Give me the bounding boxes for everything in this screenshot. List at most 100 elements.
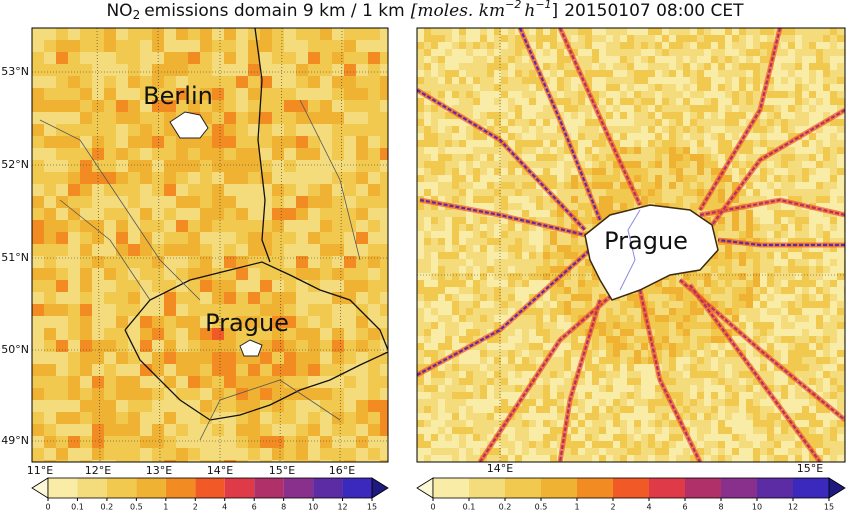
grid-cell	[676, 434, 683, 441]
grid-cell	[212, 28, 224, 40]
grid-cell	[296, 448, 308, 460]
grid-cell	[830, 49, 837, 56]
grid-cell	[480, 231, 487, 238]
grid-cell	[802, 126, 809, 133]
grid-cell	[522, 168, 529, 175]
grid-cell	[473, 161, 480, 168]
grid-cell	[140, 388, 152, 400]
grid-cell	[627, 385, 634, 392]
grid-cell	[515, 252, 522, 259]
grid-cell	[380, 136, 388, 148]
grid-cell	[380, 280, 388, 292]
grid-cell	[683, 35, 690, 42]
grid-cell	[599, 84, 606, 91]
grid-cell	[515, 301, 522, 308]
grid-cell	[459, 294, 466, 301]
grid-cell	[296, 400, 308, 412]
grid-cell	[571, 329, 578, 336]
grid-cell	[802, 168, 809, 175]
grid-cell	[164, 448, 176, 460]
grid-cell	[236, 448, 248, 460]
grid-cell	[515, 35, 522, 42]
grid-cell	[344, 352, 356, 364]
grid-cell	[452, 210, 459, 217]
grid-cell	[445, 259, 452, 266]
grid-cell	[690, 301, 697, 308]
grid-cell	[767, 301, 774, 308]
grid-cell	[823, 238, 830, 245]
grid-cell	[368, 376, 380, 388]
grid-cell	[823, 427, 830, 434]
grid-cell	[795, 77, 802, 84]
grid-cell	[753, 238, 760, 245]
grid-cell	[767, 126, 774, 133]
grid-cell	[760, 161, 767, 168]
grid-cell	[767, 203, 774, 210]
grid-cell	[711, 427, 718, 434]
grid-cell	[260, 268, 272, 280]
grid-cell	[578, 308, 585, 315]
grid-cell	[613, 406, 620, 413]
grid-cell	[725, 28, 732, 35]
grid-cell	[438, 224, 445, 231]
grid-cell	[795, 364, 802, 371]
grid-cell	[627, 168, 634, 175]
grid-cell	[320, 40, 332, 52]
grid-cell	[669, 77, 676, 84]
grid-cell	[627, 371, 634, 378]
left-borders	[39, 28, 388, 441]
grid-cell	[424, 238, 431, 245]
grid-cell	[32, 100, 44, 112]
grid-cell	[296, 208, 308, 220]
grid-cell	[655, 280, 662, 287]
grid-cell	[816, 378, 823, 385]
grid-cell	[515, 196, 522, 203]
grid-cell	[781, 350, 788, 357]
grid-cell	[620, 119, 627, 126]
grid-cell	[332, 28, 344, 40]
grid-cell	[704, 399, 711, 406]
grid-cell	[592, 413, 599, 420]
grid-cell	[774, 154, 781, 161]
grid-cell	[564, 357, 571, 364]
grid-cell	[620, 413, 627, 420]
grid-cell	[606, 357, 613, 364]
grid-cell	[473, 343, 480, 350]
grid-cell	[760, 336, 767, 343]
grid-cell	[543, 140, 550, 147]
grid-cell	[515, 203, 522, 210]
grid-cell	[725, 301, 732, 308]
grid-cell	[32, 316, 44, 328]
grid-cell	[606, 392, 613, 399]
grid-cell	[536, 266, 543, 273]
grid-cell	[683, 112, 690, 119]
grid-cell	[795, 42, 802, 49]
grid-cell	[459, 406, 466, 413]
grid-cell	[802, 175, 809, 182]
grid-cell	[480, 175, 487, 182]
grid-cell	[739, 119, 746, 126]
grid-cell	[164, 436, 176, 448]
grid-cell	[466, 231, 473, 238]
grid-cell	[634, 42, 641, 49]
grid-cell	[627, 378, 634, 385]
grid-cell	[452, 357, 459, 364]
grid-cell	[711, 196, 718, 203]
grid-cell	[320, 52, 332, 64]
grid-cell	[557, 217, 564, 224]
grid-cell	[683, 378, 690, 385]
grid-cell	[104, 220, 116, 232]
grid-cell	[480, 217, 487, 224]
grid-cell	[480, 280, 487, 287]
grid-cell	[480, 238, 487, 245]
grid-cell	[725, 140, 732, 147]
grid-cell	[417, 448, 424, 455]
grid-cell	[718, 140, 725, 147]
grid-cell	[417, 336, 424, 343]
grid-cell	[697, 399, 704, 406]
grid-cell	[718, 308, 725, 315]
grid-cell	[550, 441, 557, 448]
grid-cell	[212, 340, 224, 352]
grid-cell	[515, 245, 522, 252]
grid-cell	[152, 280, 164, 292]
